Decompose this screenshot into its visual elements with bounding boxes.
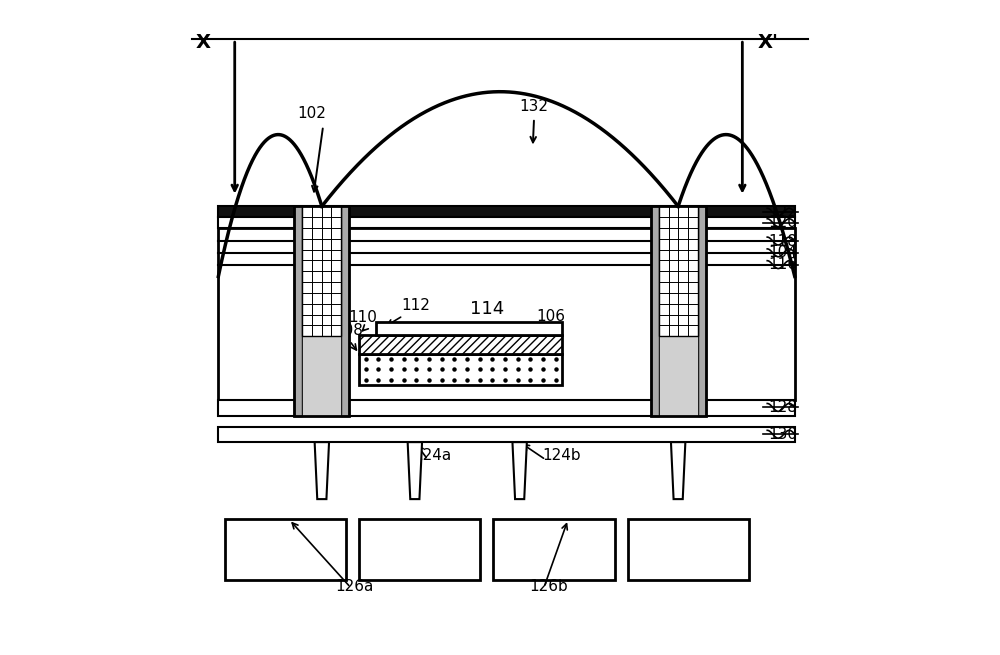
- Bar: [218, 217, 795, 228]
- Text: 120: 120: [769, 215, 797, 230]
- Bar: [218, 427, 795, 442]
- Bar: [302, 336, 341, 416]
- Text: 118: 118: [769, 234, 797, 248]
- Bar: [698, 206, 706, 416]
- Bar: [651, 206, 706, 416]
- Bar: [359, 354, 562, 385]
- Text: 104: 104: [769, 246, 797, 260]
- Text: 128: 128: [769, 400, 797, 415]
- Text: 102: 102: [297, 106, 326, 121]
- Polygon shape: [408, 442, 422, 499]
- Text: 114: 114: [470, 301, 504, 318]
- Text: 108: 108: [334, 324, 363, 339]
- Bar: [218, 400, 795, 416]
- Text: 122: 122: [769, 205, 797, 219]
- Bar: [628, 519, 749, 580]
- Bar: [659, 206, 698, 336]
- Bar: [341, 206, 349, 416]
- Text: 132: 132: [520, 100, 549, 115]
- Text: 126b: 126b: [529, 580, 568, 595]
- Bar: [376, 322, 562, 335]
- Text: 116: 116: [769, 257, 798, 272]
- Bar: [218, 228, 795, 400]
- Bar: [294, 206, 349, 416]
- Polygon shape: [315, 442, 329, 499]
- Bar: [302, 206, 341, 336]
- Bar: [218, 206, 795, 217]
- Text: X: X: [195, 33, 210, 52]
- Text: 130: 130: [769, 427, 798, 441]
- Text: 124a: 124a: [414, 448, 452, 463]
- Text: 106: 106: [536, 309, 565, 324]
- Bar: [359, 519, 480, 580]
- Text: X': X': [757, 33, 778, 52]
- Bar: [225, 519, 346, 580]
- Bar: [294, 206, 302, 416]
- Bar: [359, 335, 562, 354]
- Text: 110: 110: [348, 310, 377, 326]
- Bar: [651, 206, 659, 416]
- Bar: [659, 336, 698, 416]
- Polygon shape: [512, 442, 527, 499]
- Bar: [493, 519, 615, 580]
- Polygon shape: [671, 442, 685, 499]
- Text: 126a: 126a: [335, 580, 373, 595]
- Text: 112: 112: [402, 299, 431, 314]
- Text: 124b: 124b: [543, 448, 581, 463]
